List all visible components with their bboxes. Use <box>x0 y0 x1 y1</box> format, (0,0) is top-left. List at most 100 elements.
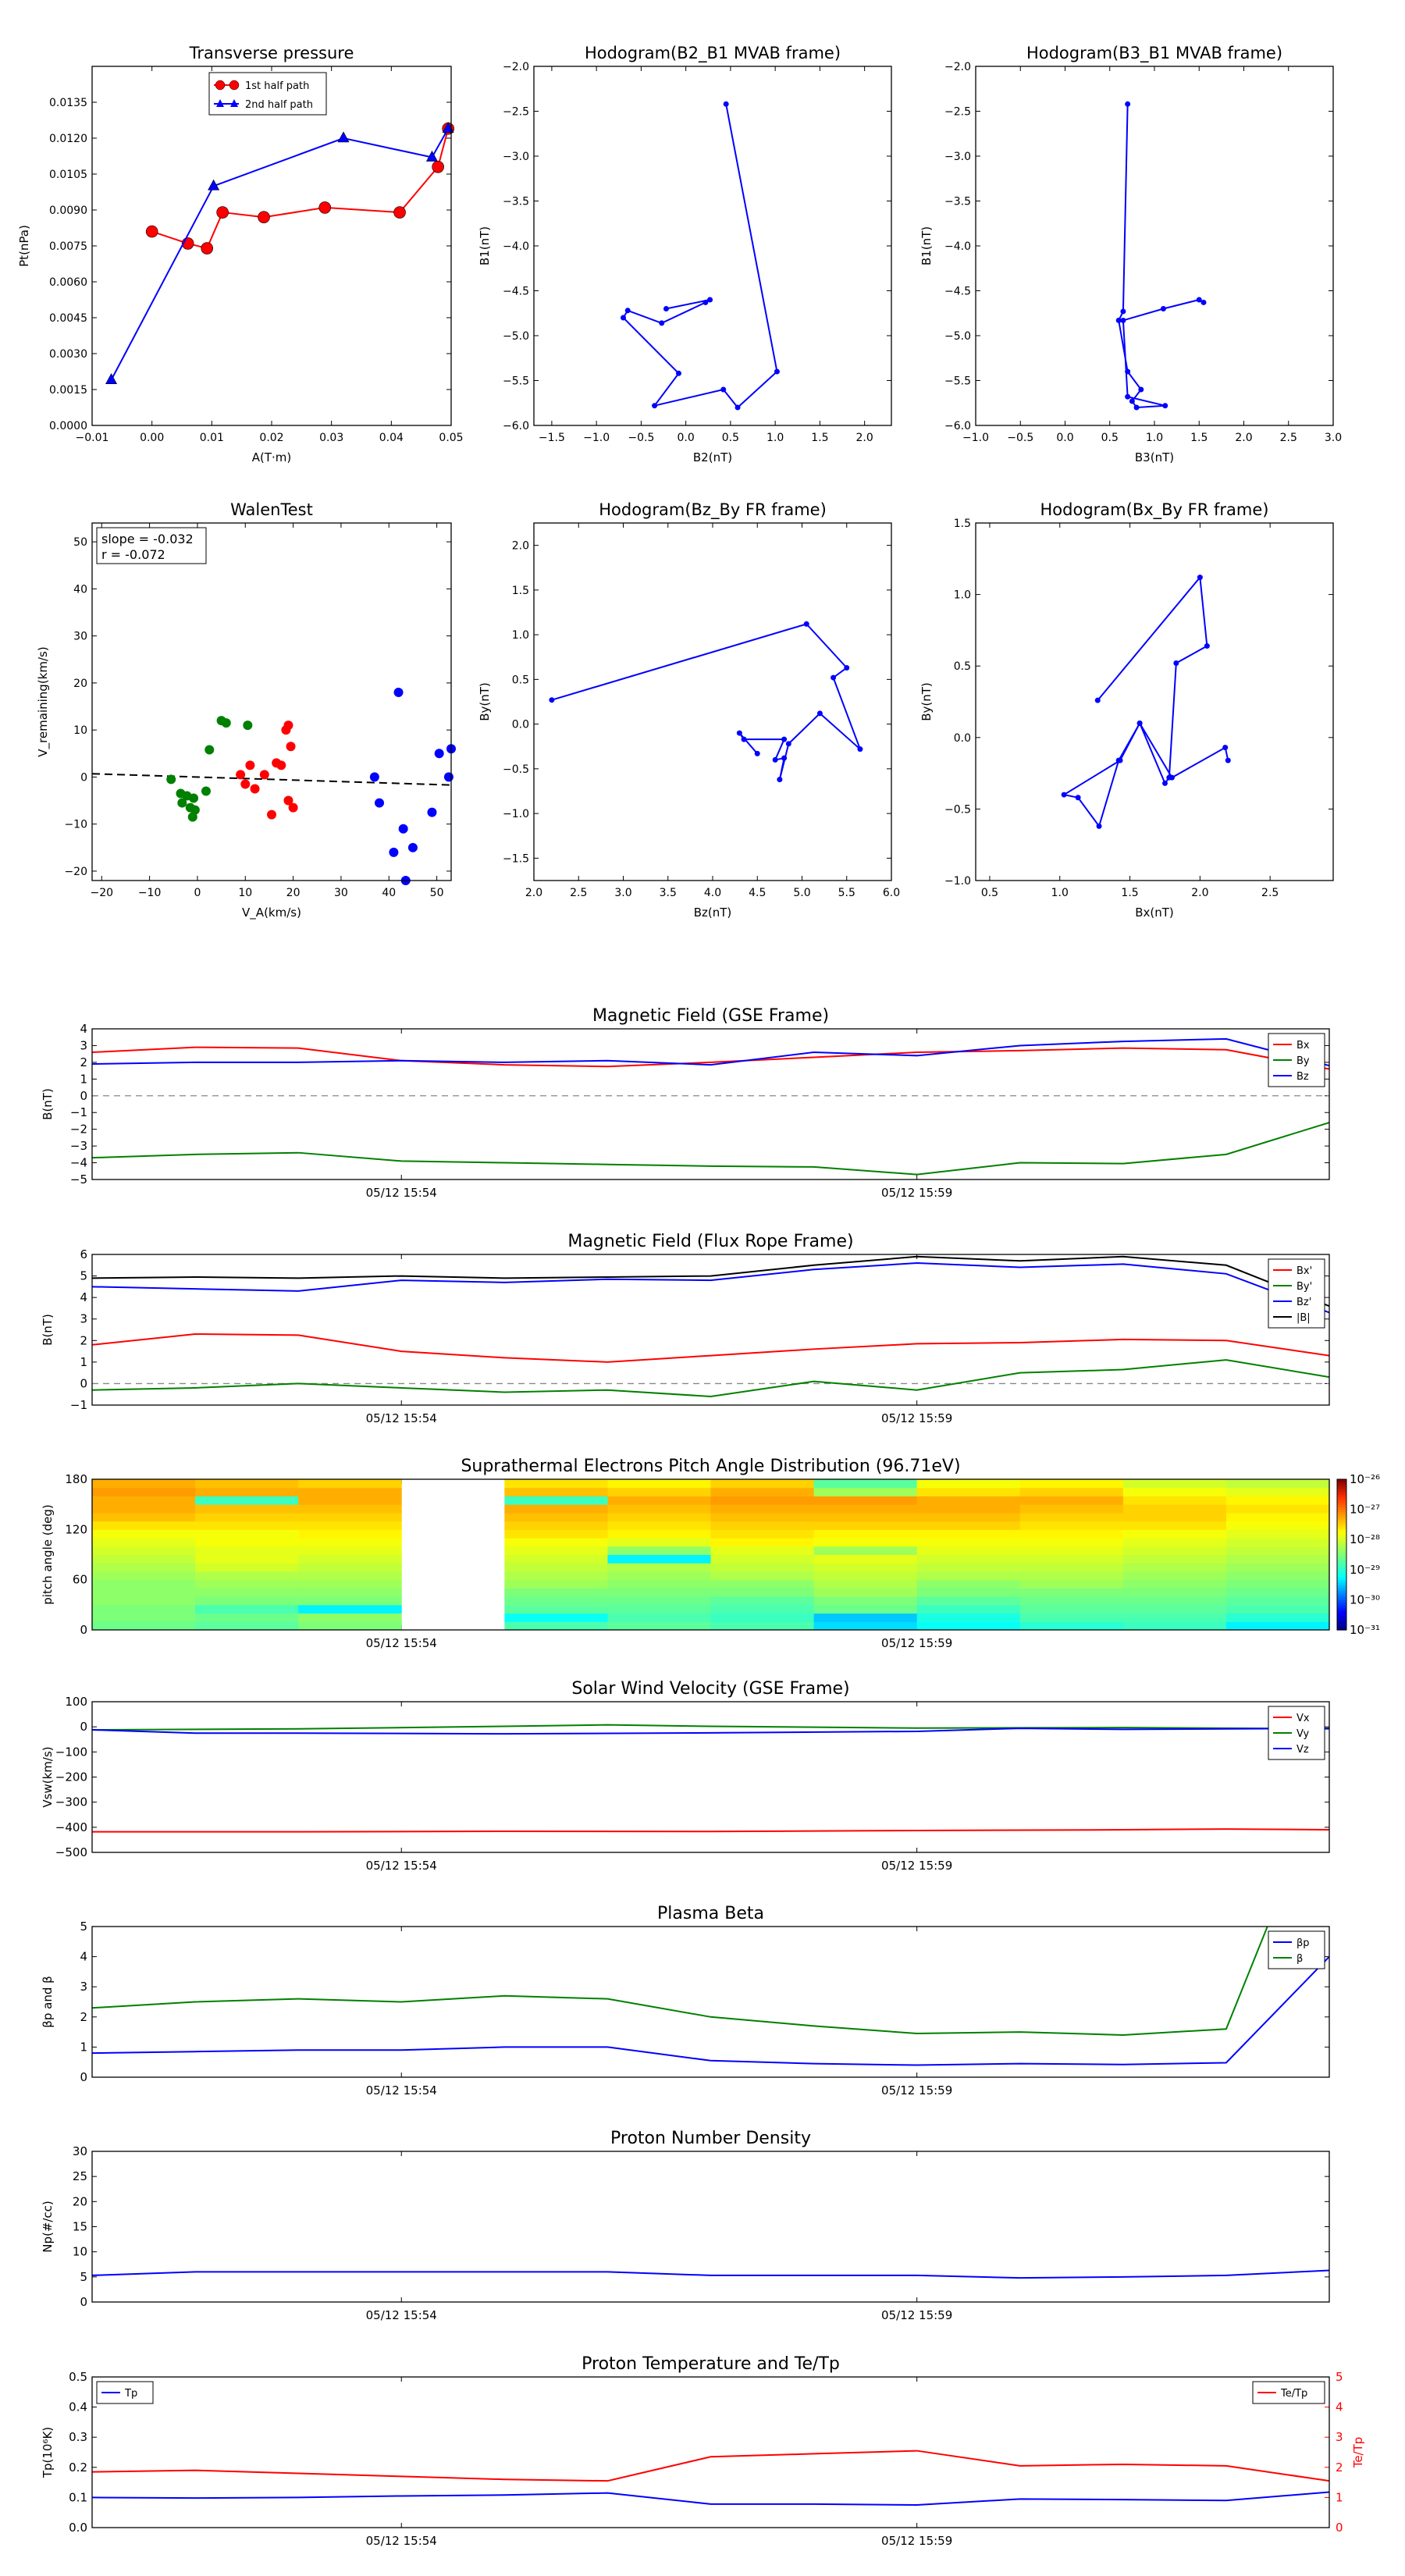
heatmap-cell <box>504 1571 608 1581</box>
data-point <box>245 760 255 770</box>
x-tick-label: −0.01 <box>76 432 109 444</box>
plot-background <box>534 523 891 881</box>
y-tick-label: 0.0045 <box>49 312 87 325</box>
colorbar-segment <box>1337 1582 1346 1585</box>
x-tick-label: 0.05 <box>439 432 463 444</box>
y-tick-label: 20 <box>73 678 87 690</box>
heatmap-cell <box>195 1512 299 1522</box>
series-group <box>92 1255 1329 1397</box>
heatmap-cell <box>1225 1496 1330 1505</box>
y-tick-label: 0 <box>80 1376 87 1390</box>
series-line-Bx <box>92 1333 1329 1363</box>
heatmap-cell <box>813 1579 918 1589</box>
heatmap-cell <box>504 1596 608 1606</box>
heatmap-cell <box>1019 1546 1124 1555</box>
heatmap-cell <box>1122 1521 1227 1530</box>
y-tick-label: 0.5 <box>69 2370 87 2384</box>
y-tick-label-right: 2 <box>1336 2460 1343 2475</box>
heatmap-cell <box>1019 1504 1124 1514</box>
y-tick-label: 0.5 <box>512 674 529 686</box>
y-tick-label: 30 <box>73 631 87 643</box>
panel-p6: Hodogram(Bx_By FR frame) 0.5 1.0 1.5 2.0 2.5 −… <box>919 500 1334 920</box>
data-point <box>1096 823 1102 829</box>
series-line-Vx <box>92 1828 1329 1833</box>
heatmap-cell <box>607 1563 711 1572</box>
y-tick-label: 0 <box>80 1720 87 1734</box>
y-tick-label: −3.5 <box>944 196 971 208</box>
y-tick-label: −2 <box>70 1123 87 1137</box>
colorbar-segment <box>1337 1569 1346 1573</box>
panel-t4: Solar Wind Velocity (GSE Frame) −500 −400 −… <box>41 1679 1330 1873</box>
colorbar-segment <box>1337 1486 1346 1490</box>
plot-background <box>92 2151 1329 2302</box>
heatmap-cell <box>1225 1613 1330 1622</box>
heatmap-cell <box>607 1504 711 1514</box>
x-tick-label: 2.5 <box>1280 432 1297 444</box>
x-tick-label: 1.0 <box>1146 432 1163 444</box>
chart-title: Hodogram(Bx_By FR frame) <box>1040 500 1269 520</box>
heatmap-cell <box>813 1504 918 1514</box>
x-tick-label: 2.0 <box>856 432 873 444</box>
heatmap-cell <box>1225 1571 1330 1581</box>
heatmap-cell <box>1225 1596 1330 1606</box>
colorbar-segment <box>1337 1511 1346 1515</box>
panel-t2: Magnetic Field (Flux Rope Frame) −1 0 1 2 3 4 5… <box>41 1232 1330 1425</box>
x-tick-label: 1.5 <box>1121 887 1138 899</box>
heatmap-cell <box>1122 1604 1227 1614</box>
series-2nd-half-path <box>105 122 454 385</box>
data-point <box>803 621 809 627</box>
y-tick-label: 0.0000 <box>49 420 87 432</box>
heatmap-cell <box>710 1596 815 1606</box>
plot-background <box>976 66 1333 425</box>
data-point <box>652 403 658 409</box>
data-point <box>741 736 747 742</box>
heatmap-cell <box>92 1588 196 1597</box>
x-tick-label: 05/12 15:54 <box>366 1859 437 1873</box>
plot-frame <box>975 66 1334 426</box>
heatmap-cell <box>1225 1521 1330 1530</box>
heatmap-cell <box>298 1512 402 1522</box>
y-tick-label: 1.0 <box>954 589 971 602</box>
colorbar-segment <box>1337 1514 1346 1517</box>
series-line-p <box>92 1955 1329 2066</box>
heatmap-cell <box>1019 1554 1124 1564</box>
heatmap-cell <box>298 1563 402 1572</box>
y-tick-label: 0 <box>80 1623 87 1637</box>
panel-p5: Hodogram(Bz_By FR frame) 2.0 2.5 3.0 3.5 4.0 4… <box>478 500 900 920</box>
legend-label: Bx <box>1297 1040 1310 1051</box>
heatmap-cell <box>813 1571 918 1581</box>
heatmap-cell <box>298 1496 402 1505</box>
heatmap-cell <box>607 1512 711 1522</box>
colorbar-tick-label: 10⁻²⁶ <box>1350 1472 1380 1486</box>
legend-label: Vx <box>1297 1713 1310 1724</box>
heatmap-cell <box>504 1554 608 1564</box>
data-point <box>208 179 220 190</box>
heatmap-cell <box>813 1588 918 1597</box>
y-tick-label: 30 <box>73 2144 87 2158</box>
y-tick-label: 2 <box>80 2010 87 2024</box>
plot-frame <box>533 66 892 426</box>
heatmap-cell <box>813 1563 918 1572</box>
legend: 1st half path 2nd half path <box>208 72 327 116</box>
heatmap-cell <box>1122 1621 1227 1631</box>
chart-title: Solar Wind Velocity (GSE Frame) <box>571 1679 849 1699</box>
heatmap-cell <box>298 1571 402 1581</box>
legend-label: 1st half path <box>245 80 309 92</box>
y-tick-label: 3 <box>80 1038 87 1052</box>
colorbar-segment <box>1337 1614 1346 1618</box>
y-tick-label: −0.5 <box>944 803 971 816</box>
heatmap-cell <box>298 1588 402 1597</box>
y-tick-label: −4.0 <box>503 240 529 253</box>
panel-p4: WalenTest −20 −10 0 10 20 30 40 50 −20 −10 0 10 20 30 4… <box>36 500 456 920</box>
y-tick-label: −200 <box>55 1770 87 1784</box>
data-point <box>276 760 286 770</box>
y-tick-label: −0.5 <box>503 763 529 776</box>
heatmap-cell <box>813 1479 918 1489</box>
data-point <box>250 784 260 794</box>
colorbar-segment <box>1337 1622 1346 1626</box>
data-point <box>1125 101 1131 107</box>
chart-title: Transverse pressure <box>189 44 354 62</box>
heatmap-cell <box>1122 1546 1227 1555</box>
x-tick-label: −0.5 <box>628 432 654 444</box>
heatmap-cell <box>195 1554 299 1564</box>
